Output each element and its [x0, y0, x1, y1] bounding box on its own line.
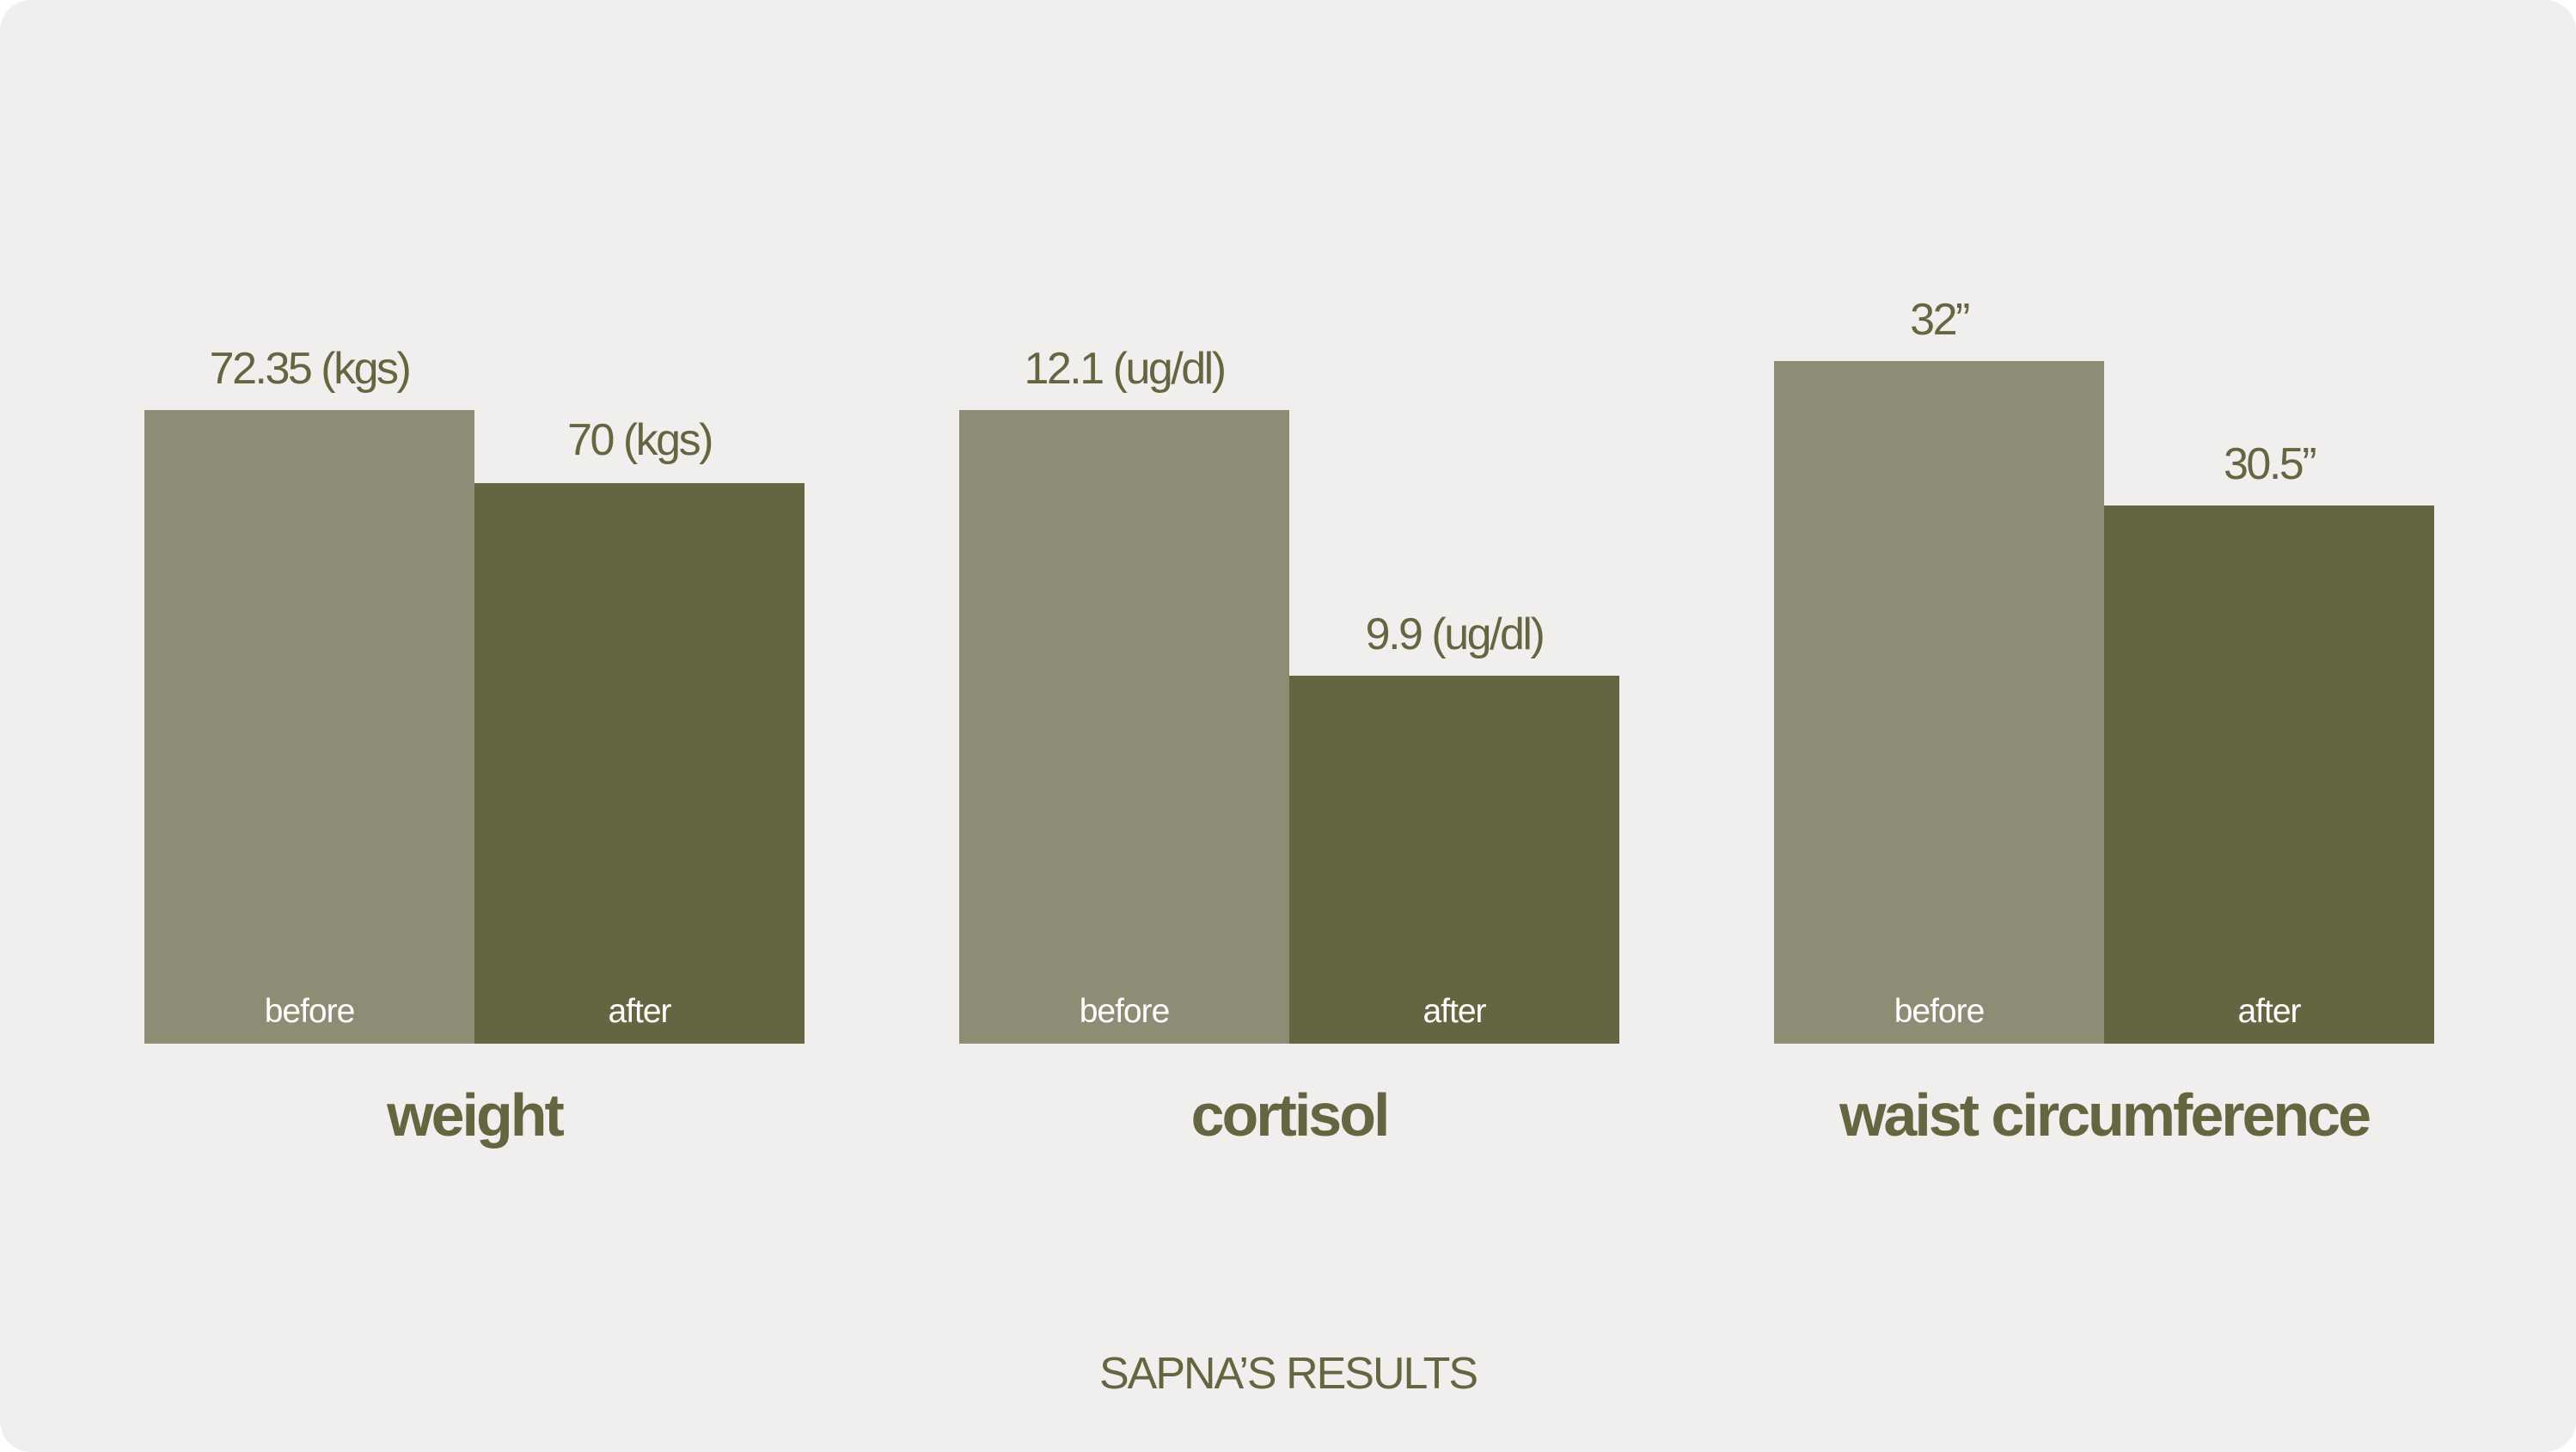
cortisol-title: cortisol: [1190, 1081, 1391, 1149]
weight-before-value: 72.35 (kgs): [209, 344, 412, 394]
waist-after-label: after: [2237, 993, 2301, 1030]
waist-before-bar: before: [1774, 361, 2104, 1044]
weight-before-bar: before: [144, 410, 474, 1044]
weight-after-value: 70 (kgs): [567, 415, 713, 465]
weight-after-label: after: [608, 993, 671, 1030]
waist-after-value: 30.5”: [2223, 439, 2317, 489]
cortisol-before-bar: before: [959, 410, 1289, 1044]
cortisol-before-value: 12.1 (ug/dl): [1024, 344, 1227, 394]
chart-title: SAPNA’S RESULTS: [1098, 1349, 1478, 1399]
waist-after-bar: after: [2104, 505, 2434, 1044]
waist-title: waist circumference: [1839, 1081, 2371, 1149]
cortisol-before-label: before: [1079, 993, 1171, 1030]
cortisol-after-value: 9.9 (ug/dl): [1365, 610, 1545, 659]
waist-before-label: before: [1894, 993, 1986, 1030]
cortisol-after-label: after: [1423, 993, 1486, 1030]
weight-title: weight: [387, 1081, 565, 1149]
weight-before-label: before: [264, 993, 356, 1030]
waist-before-value: 32”: [1910, 295, 1970, 345]
cortisol-after-bar: after: [1289, 676, 1619, 1044]
weight-after-bar: after: [474, 483, 805, 1044]
